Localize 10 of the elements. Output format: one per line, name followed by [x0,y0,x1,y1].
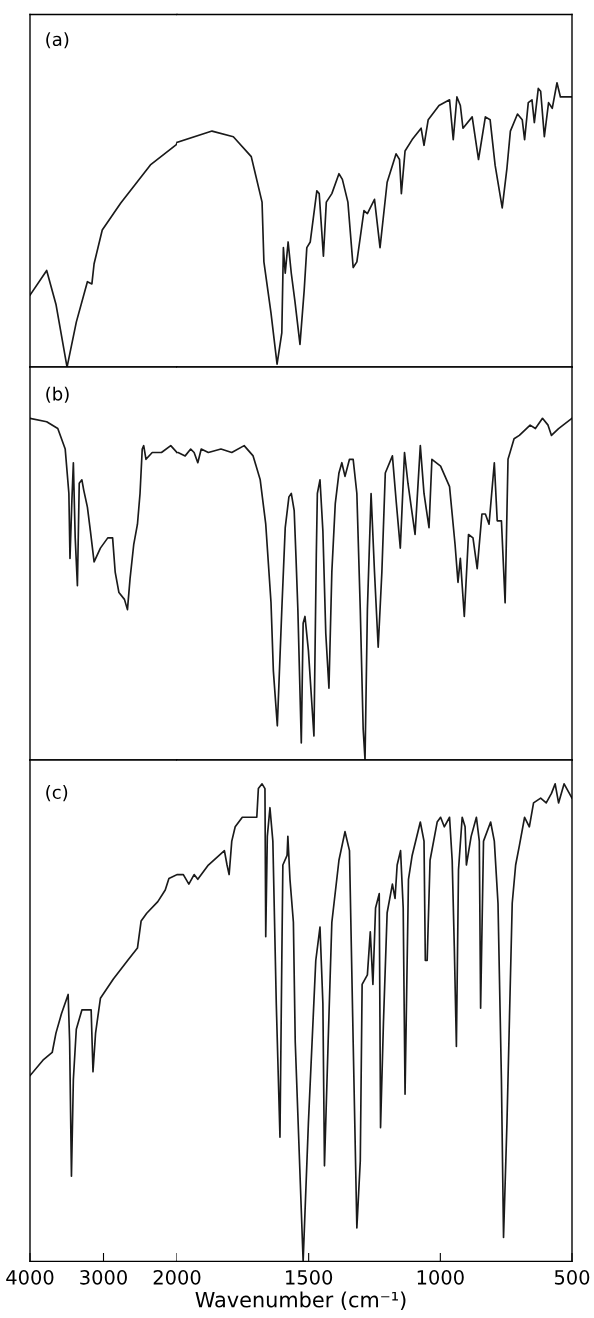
text: (c) [46,785,68,802]
x-tick-label: 4000 [6,1270,54,1285]
x-axis-title: Wavenumber (cm⁻¹) [195,1291,406,1310]
text: (b) [46,386,69,403]
x-tick-label: 1000 [417,1270,464,1285]
x-tick-label: 500 [554,1270,590,1285]
x-tick-label: 1500 [286,1270,333,1285]
x-tick-label: 2000 [153,1270,201,1285]
x-tick-label: 3000 [80,1270,127,1285]
text: (a) [46,32,69,49]
